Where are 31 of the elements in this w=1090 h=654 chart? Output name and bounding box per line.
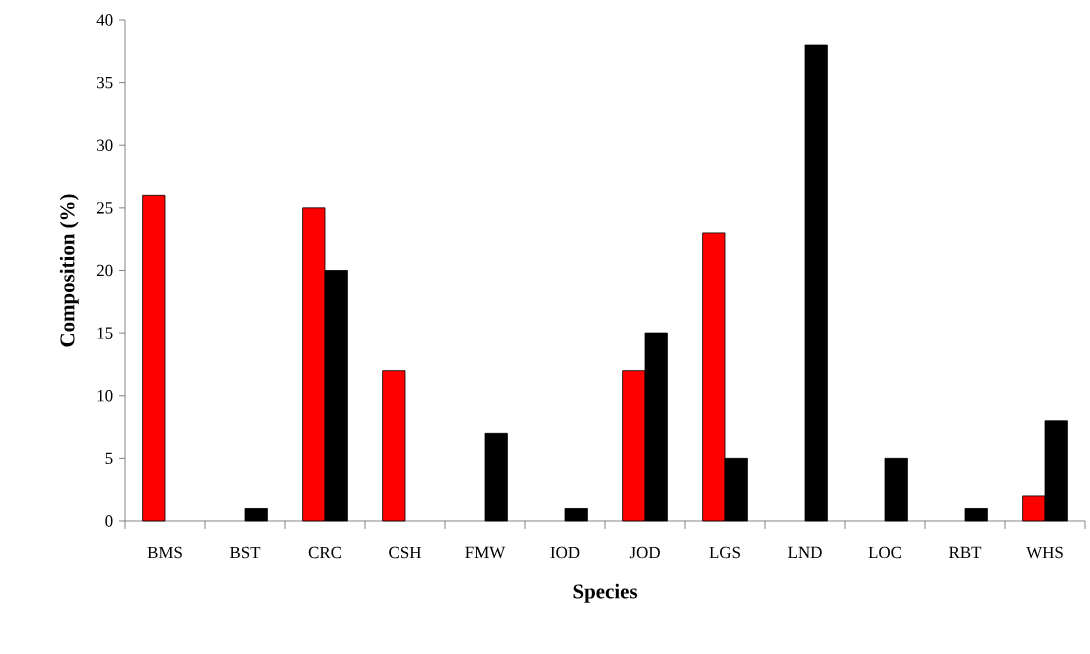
- x-tick-label: IOD: [550, 546, 580, 559]
- y-tick-label: 30: [97, 139, 113, 151]
- y-tick-label: 25: [96, 202, 113, 214]
- y-tick-label: 0: [105, 515, 113, 527]
- x-tick-label: FMW: [465, 546, 506, 559]
- y-tick-label: 5: [105, 452, 113, 464]
- y-tick-label: 40: [96, 14, 113, 26]
- bar: [244, 508, 268, 522]
- x-tick-label: WHS: [1026, 546, 1063, 559]
- x-tick-label: LOC: [868, 546, 902, 559]
- y-tick-label: 15: [97, 327, 113, 339]
- bar: [382, 370, 406, 522]
- x-tick-label: BMS: [147, 546, 182, 559]
- y-tick-label: 20: [96, 264, 113, 277]
- x-tick-label: LND: [788, 546, 822, 558]
- bar: [564, 508, 588, 522]
- x-tick-label: LGS: [709, 546, 740, 559]
- y-axis-title: Composition (%): [59, 194, 79, 347]
- bar: [484, 432, 508, 522]
- x-tick-label: BST: [229, 546, 261, 559]
- x-tick-label: JOD: [629, 546, 660, 559]
- x-axis-title: Species: [573, 583, 638, 603]
- x-tick-label: CRC: [308, 546, 342, 559]
- x-tick-label: CSH: [389, 546, 421, 559]
- bar: [884, 457, 908, 522]
- bar: [804, 44, 828, 522]
- y-tick-label: 35: [97, 76, 113, 89]
- bar: [142, 194, 166, 522]
- y-tick-label: 10: [97, 390, 113, 402]
- x-tick-label: RBT: [949, 546, 982, 558]
- bar: [964, 508, 988, 522]
